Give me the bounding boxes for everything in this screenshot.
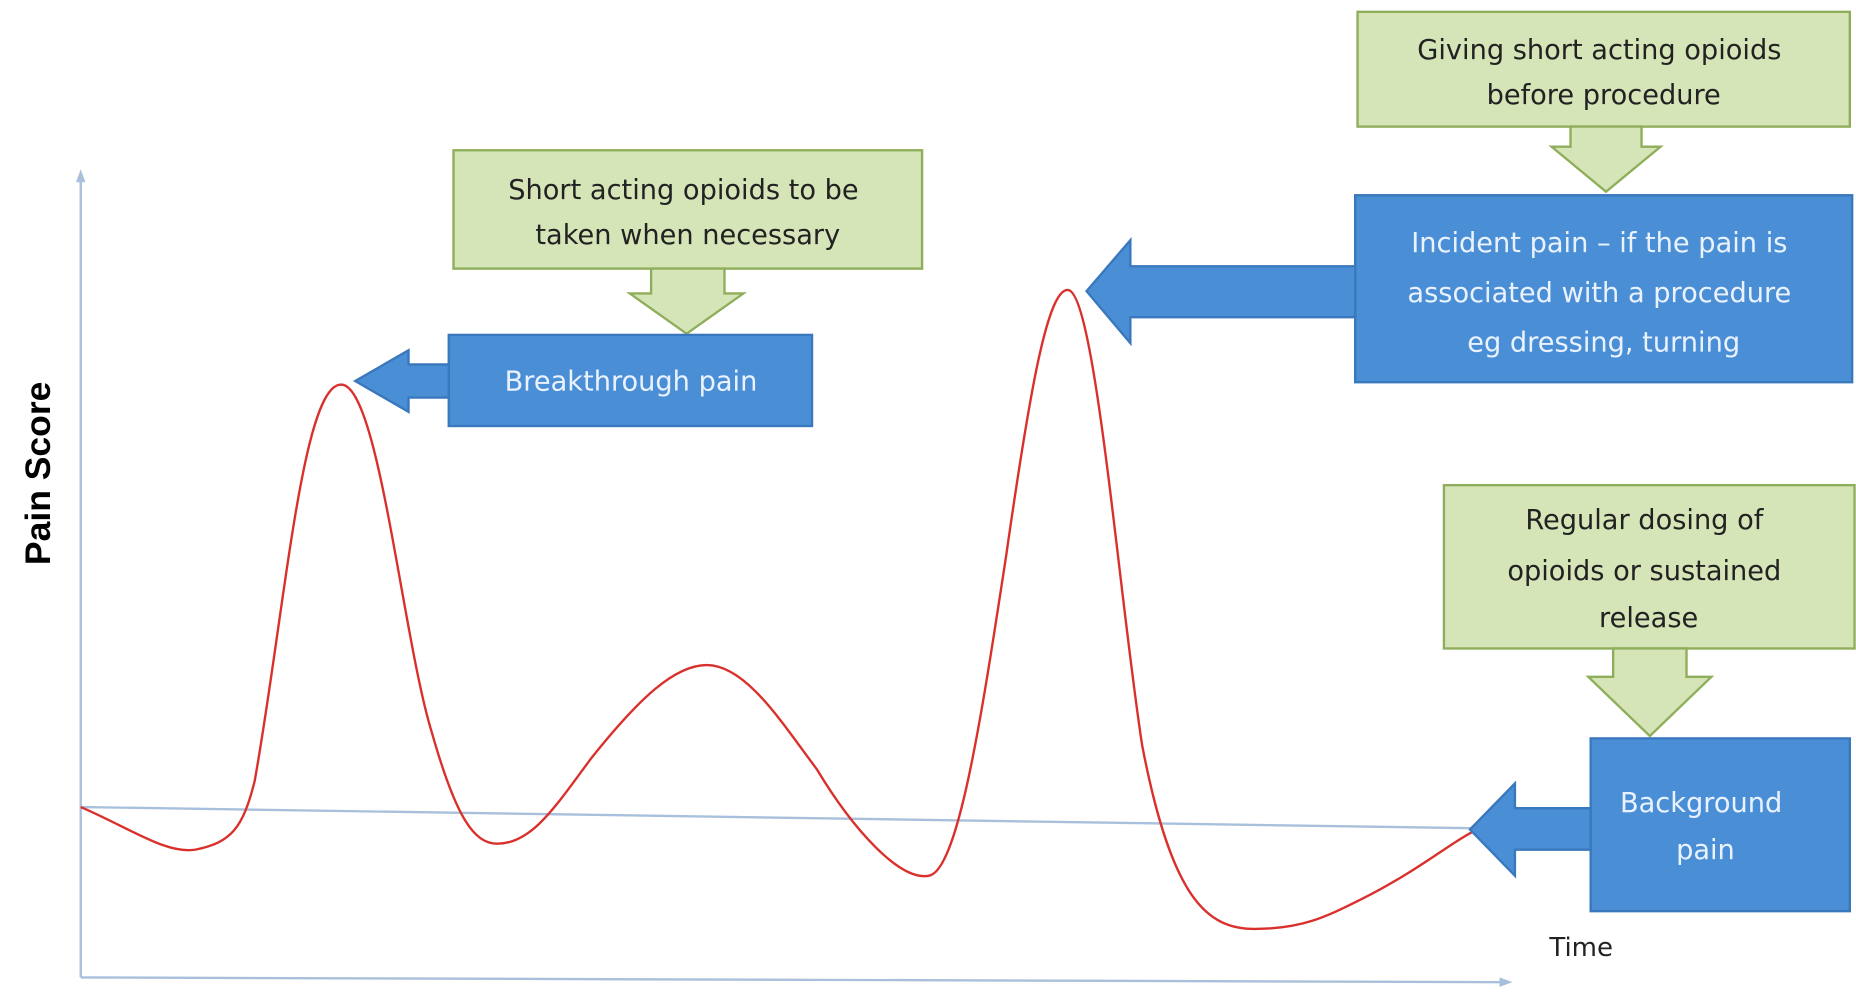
note-line: Giving short acting opioids — [1417, 35, 1781, 66]
pain-box — [1589, 737, 1851, 913]
note-line: opioids or sustained — [1507, 556, 1781, 587]
left-arrow — [1468, 780, 1592, 879]
pain-line: pain — [1676, 835, 1735, 866]
left-arrow — [352, 348, 450, 414]
x-axis-head — [1499, 977, 1513, 987]
note-line: release — [1599, 603, 1698, 634]
note-line: before procedure — [1487, 80, 1721, 111]
pain-text: Background pain — [1620, 788, 1791, 866]
y-axis-head — [76, 169, 86, 183]
down-arrow — [1548, 125, 1664, 194]
pain-text: Incident pain – if the pain is associate… — [1407, 228, 1800, 358]
pain-curve — [80, 288, 1480, 931]
note-box — [452, 149, 924, 270]
x-axis — [80, 976, 1506, 984]
pain-line: eg dressing, turning — [1467, 327, 1740, 358]
y-axis-label: Pain Score — [18, 382, 58, 566]
pain-box — [1354, 194, 1854, 384]
down-arrow — [1585, 647, 1715, 738]
note-text: Regular dosing of opioids or sustained r… — [1507, 505, 1790, 634]
note-box — [1442, 483, 1856, 650]
note-line: Short acting opioids to be — [508, 175, 858, 206]
pain-line: Breakthrough pain — [505, 366, 758, 397]
note-line: taken when necessary — [535, 220, 840, 251]
pain-text: Breakthrough pain — [505, 366, 758, 397]
note-box — [1356, 10, 1851, 128]
pain-line: associated with a procedure — [1407, 278, 1791, 309]
note-line: Regular dosing of — [1525, 505, 1764, 536]
down-arrow — [626, 267, 748, 336]
pain-line: Incident pain – if the pain is — [1411, 228, 1787, 259]
x-axis-label: Time — [1548, 933, 1613, 963]
left-arrow — [1085, 237, 1357, 347]
note-text: Short acting opioids to be taken when ne… — [508, 175, 867, 251]
note-text: Giving short acting opioids before proce… — [1417, 35, 1790, 111]
pain-line: Background — [1620, 788, 1782, 819]
baseline — [80, 805, 1480, 830]
